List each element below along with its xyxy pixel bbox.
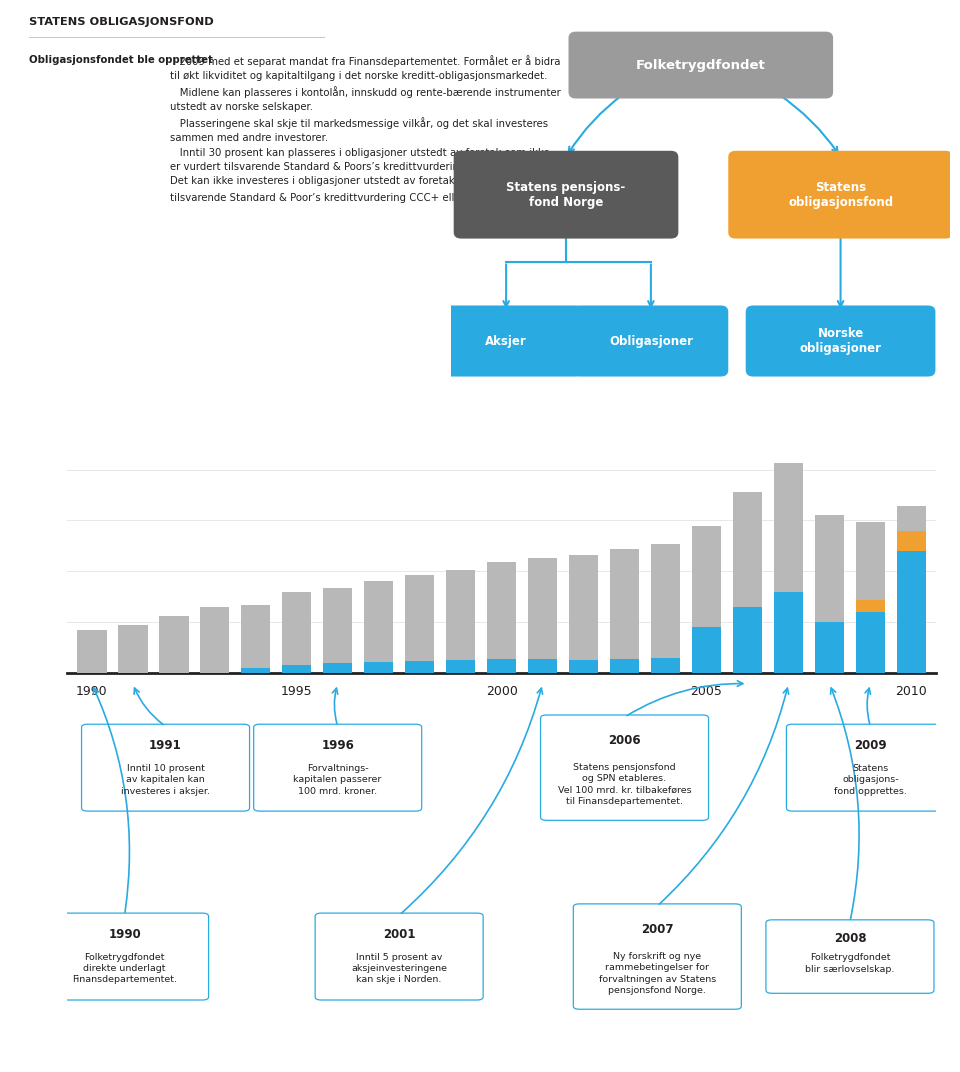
Text: Inntil 5 prosent av
aksjeinvesteringene
kan skje i Norden.: Inntil 5 prosent av aksjeinvesteringene …: [351, 953, 447, 984]
Bar: [77, 630, 107, 673]
Text: Aksjer: Aksjer: [485, 334, 527, 347]
Bar: [487, 659, 516, 673]
Text: 2007: 2007: [641, 923, 674, 936]
Text: 2009: 2009: [854, 740, 887, 753]
Text: i 2009 med et separat mandat fra Finansdepartementet. Formålet er å bidra
til øk: i 2009 med et separat mandat fra Finansd…: [170, 55, 565, 203]
Bar: [487, 562, 516, 673]
Bar: [118, 625, 148, 673]
Bar: [405, 576, 434, 673]
Bar: [528, 559, 558, 673]
Bar: [241, 605, 271, 673]
Text: Statens
obligasjons-
fond opprettes.: Statens obligasjons- fond opprettes.: [834, 763, 907, 795]
Bar: [651, 658, 681, 673]
Text: Folketrygdfondet
blir særlovselskap.: Folketrygdfondet blir særlovselskap.: [805, 953, 895, 973]
Text: Folketrygdfondet: Folketrygdfondet: [636, 59, 766, 72]
Text: Ny forskrift og nye
rammebetingelser for
forvaltningen av Statens
pensjonsfond N: Ny forskrift og nye rammebetingelser for…: [599, 952, 716, 995]
Bar: [282, 665, 311, 673]
Text: Inntil 10 prosent
av kapitalen kan
investeres i aksjer.: Inntil 10 prosent av kapitalen kan inves…: [121, 763, 210, 795]
Text: 1996: 1996: [322, 740, 354, 753]
Text: 2006: 2006: [609, 734, 641, 747]
Bar: [651, 544, 681, 673]
FancyBboxPatch shape: [454, 151, 679, 239]
Bar: [855, 612, 885, 673]
Bar: [897, 551, 926, 673]
Bar: [732, 607, 762, 673]
Bar: [364, 581, 394, 673]
FancyBboxPatch shape: [573, 306, 729, 376]
FancyBboxPatch shape: [429, 306, 584, 376]
Bar: [159, 616, 188, 673]
Bar: [364, 662, 394, 673]
FancyBboxPatch shape: [729, 151, 953, 239]
Text: Obligasjoner: Obligasjoner: [609, 334, 693, 347]
Bar: [569, 555, 598, 673]
Bar: [774, 592, 804, 673]
Text: Statens pensjonsfond
og SPN etableres.
Vel 100 mrd. kr. tilbakeføres
til Finansd: Statens pensjonsfond og SPN etableres. V…: [558, 762, 691, 806]
Text: Obligasjonsfondet ble opprettet: Obligasjonsfondet ble opprettet: [29, 55, 213, 65]
Bar: [855, 600, 885, 612]
Text: 2008: 2008: [833, 932, 866, 944]
Text: Statens
obligasjonsfond: Statens obligasjonsfond: [788, 181, 893, 209]
Bar: [528, 659, 558, 673]
Bar: [610, 549, 639, 673]
FancyBboxPatch shape: [746, 306, 935, 376]
Bar: [610, 659, 639, 673]
Text: 1990: 1990: [108, 928, 141, 941]
Bar: [815, 622, 844, 673]
Text: STATENS OBLIGASJONSFOND: STATENS OBLIGASJONSFOND: [29, 17, 213, 27]
Bar: [897, 531, 926, 551]
Bar: [692, 627, 721, 673]
Text: Folketrygdfondet
direkte underlagt
Finansdepartementet.: Folketrygdfondet direkte underlagt Finan…: [72, 953, 177, 984]
Text: Statens pensjons-
fond Norge: Statens pensjons- fond Norge: [506, 181, 626, 209]
Bar: [241, 668, 271, 673]
Bar: [815, 516, 844, 673]
Text: 2001: 2001: [383, 928, 416, 941]
Bar: [774, 463, 804, 673]
Bar: [282, 592, 311, 673]
Bar: [445, 570, 475, 673]
Bar: [569, 660, 598, 673]
Bar: [323, 662, 352, 673]
Text: 1991: 1991: [149, 740, 182, 753]
Text: Forvaltnings-
kapitalen passerer
100 mrd. kroner.: Forvaltnings- kapitalen passerer 100 mrd…: [294, 763, 382, 795]
Bar: [855, 522, 885, 673]
Bar: [692, 525, 721, 673]
Bar: [897, 506, 926, 673]
Bar: [732, 492, 762, 673]
Bar: [323, 587, 352, 673]
Bar: [405, 661, 434, 673]
Text: Norske
obligasjoner: Norske obligasjoner: [800, 327, 881, 355]
FancyBboxPatch shape: [568, 32, 833, 99]
Bar: [200, 607, 229, 673]
Bar: [445, 660, 475, 673]
